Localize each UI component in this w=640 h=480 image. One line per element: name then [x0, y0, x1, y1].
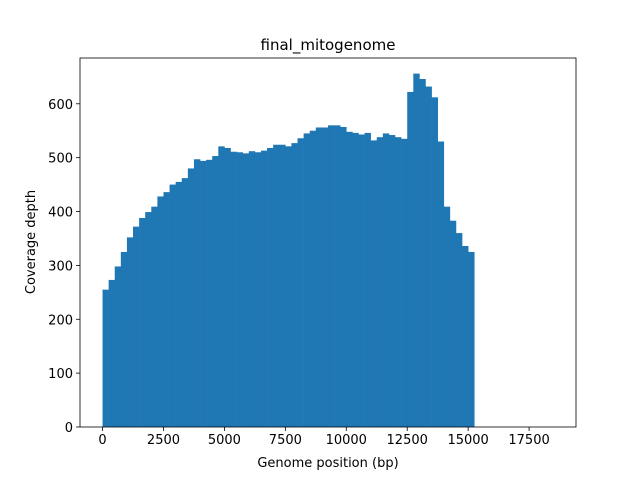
histogram-bar — [151, 206, 158, 427]
histogram-bar — [376, 137, 384, 427]
histogram-bar — [462, 246, 469, 427]
histogram-bar — [334, 125, 341, 428]
histogram-bar — [395, 137, 402, 427]
histogram-bar — [419, 79, 426, 427]
histogram-bar — [260, 150, 268, 428]
histogram-bar — [358, 134, 365, 428]
y-tick-label: 100 — [48, 367, 73, 382]
histogram-bar — [224, 147, 231, 428]
y-tick-label: 0 — [65, 421, 73, 436]
histogram-bar — [468, 251, 475, 427]
y-tick-label: 500 — [48, 152, 73, 167]
histogram-bar — [236, 152, 243, 427]
x-tick-label: 0 — [98, 433, 106, 448]
histogram-bar — [193, 159, 201, 427]
chart-title: final_mitogenome — [261, 36, 396, 55]
x-tick-label: 5000 — [208, 433, 241, 448]
histogram-bar — [407, 91, 414, 427]
histogram-bar — [126, 237, 134, 427]
histogram-bar — [340, 126, 347, 427]
histogram-bar — [328, 125, 335, 428]
histogram-bar — [443, 206, 451, 427]
histogram-bar — [181, 178, 189, 427]
histogram-bar — [273, 144, 280, 428]
histogram-bar — [309, 130, 317, 427]
histogram-bar — [315, 127, 323, 427]
histogram-bar — [321, 127, 329, 427]
histogram-bar — [242, 153, 250, 427]
histogram-bar — [114, 266, 122, 427]
histogram-bar — [212, 156, 219, 427]
histogram-bar — [200, 160, 207, 428]
histogram-bar — [388, 135, 396, 428]
histogram-bar — [303, 133, 311, 427]
y-tick-label: 400 — [48, 206, 73, 221]
histogram-bar — [139, 217, 146, 427]
histogram-bars — [102, 73, 475, 428]
histogram-bar — [102, 289, 109, 427]
histogram-bar — [425, 86, 432, 428]
histogram-bar — [297, 138, 304, 428]
histogram-bar — [120, 251, 128, 427]
x-tick-label: 17500 — [508, 433, 549, 448]
x-tick-label: 15000 — [447, 433, 488, 448]
histogram-bar — [352, 132, 359, 427]
x-tick-label: 2500 — [147, 433, 180, 448]
y-tick-label: 200 — [48, 313, 73, 328]
histogram-bar — [157, 196, 164, 427]
histogram-bar — [145, 212, 152, 427]
y-axis-ticks: 0 100 200 300 400 500 600 — [48, 98, 80, 436]
histogram-bar — [206, 159, 213, 427]
histogram-bar — [449, 220, 457, 427]
histogram-bar — [133, 226, 140, 427]
y-tick-label: 600 — [48, 98, 73, 113]
histogram-bar — [364, 132, 371, 427]
histogram-bar — [346, 131, 353, 428]
x-tick-label: 10000 — [326, 433, 367, 448]
histogram-bar — [431, 97, 438, 427]
histogram-bar — [370, 140, 378, 427]
histogram-bar — [455, 233, 463, 427]
x-axis-label: Genome position (bp) — [257, 456, 398, 471]
histogram-bar — [291, 143, 298, 427]
histogram-bar — [279, 144, 286, 428]
histogram-bar — [401, 138, 408, 427]
histogram-bar — [413, 73, 420, 428]
histogram-bar — [187, 168, 195, 427]
histogram-bar — [230, 151, 237, 427]
histogram-bar — [382, 133, 390, 427]
histogram-bar — [108, 279, 116, 427]
histogram-bar — [163, 192, 170, 427]
histogram-bar — [175, 181, 183, 427]
histogram-bar — [218, 146, 225, 427]
x-axis-ticks: 0 2500 5000 7500 10000 12500 15000 17500 — [98, 427, 550, 448]
histogram-bar — [437, 141, 445, 428]
y-axis-label: Coverage depth — [24, 190, 39, 294]
plot-frame — [79, 57, 577, 428]
histogram-bar — [248, 151, 256, 428]
x-tick-label: 12500 — [387, 433, 428, 448]
y-tick-label: 300 — [48, 259, 73, 274]
histogram-bar — [254, 152, 262, 427]
histogram-bar — [169, 184, 176, 427]
x-tick-label: 7500 — [269, 433, 302, 448]
histogram-bar — [285, 146, 292, 427]
histogram-bar — [267, 147, 274, 428]
